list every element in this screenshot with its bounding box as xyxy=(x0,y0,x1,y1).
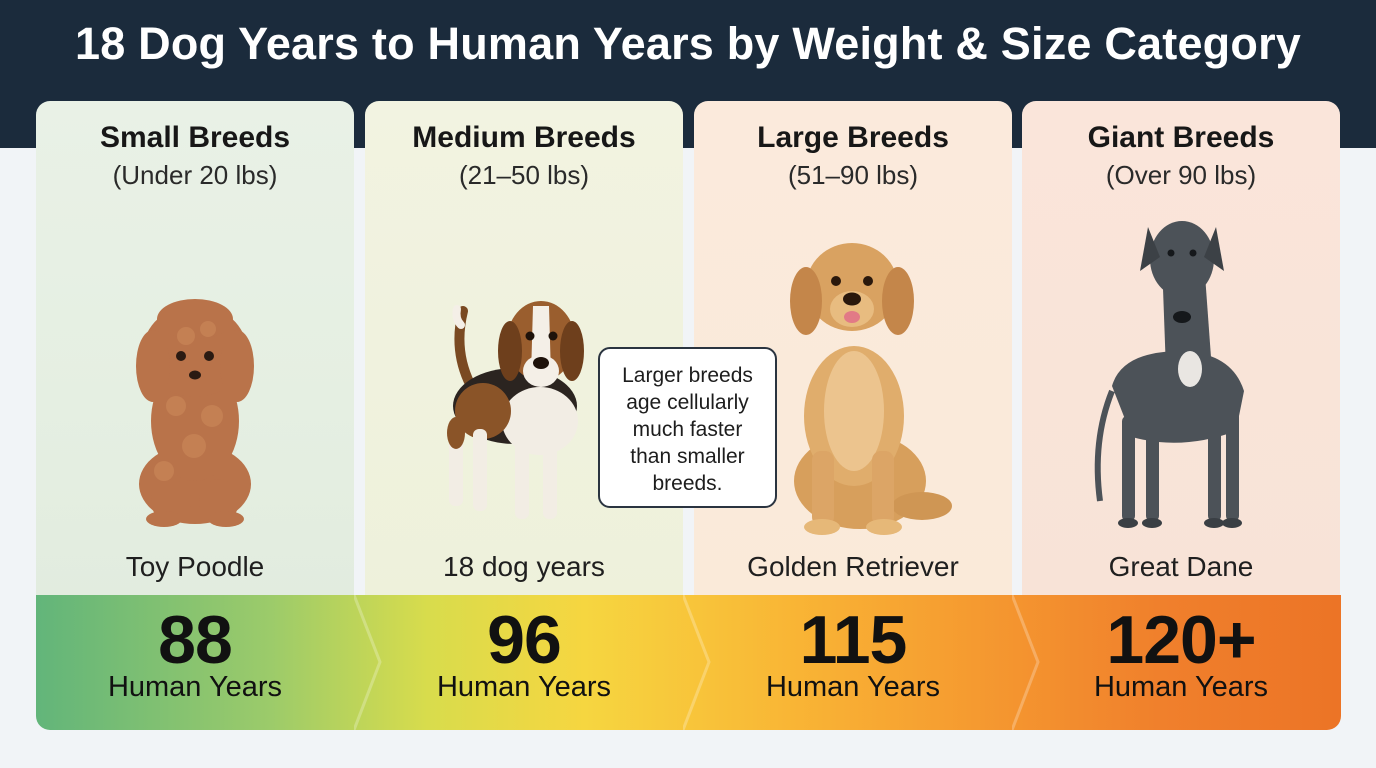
human-years-value: 120+ xyxy=(1106,602,1256,678)
card-weight-range: (Over 90 lbs) xyxy=(1105,160,1257,190)
chevron-right-icon xyxy=(354,595,382,730)
card-weight-range: (21–50 lbs) xyxy=(458,160,590,190)
card-breed-caption: Golden Retriever xyxy=(747,551,959,582)
card-breed-caption: Toy Poodle xyxy=(125,551,265,582)
callout-line: age cellularly xyxy=(626,391,749,414)
beagle-icon xyxy=(447,301,584,519)
callout-line: Larger breeds xyxy=(622,364,753,387)
human-years-value: 88 xyxy=(158,602,233,678)
card-heading: Giant Breeds xyxy=(1087,121,1275,154)
golden-retriever-icon xyxy=(790,243,952,535)
callout-line: than smaller xyxy=(630,445,745,468)
human-years-label: Human Years xyxy=(107,671,283,703)
human-years-label: Human Years xyxy=(1093,671,1269,703)
card-small-breeds: Small Breeds (Under 20 lbs) Toy Poodle xyxy=(36,101,354,606)
page-title: 18 Dog Years to Human Years by Weight & … xyxy=(74,18,1302,69)
card-breed-caption: 18 dog years xyxy=(443,551,605,582)
age-cell-medium: 96 Human Years xyxy=(365,595,683,730)
chevron-right-icon xyxy=(683,595,711,730)
card-heading: Large Breeds xyxy=(757,121,949,154)
card-heading: Medium Breeds xyxy=(412,121,636,154)
callout-line: much faster xyxy=(632,418,743,441)
age-cell-small: 88 Human Years xyxy=(36,595,354,730)
age-cell-large: 115 Human Years xyxy=(694,595,1012,730)
card-large-breeds: Large Breeds (51–90 lbs) Golden Retrieve… xyxy=(694,101,1012,606)
human-years-value: 115 xyxy=(799,602,908,678)
card-breed-caption: Great Dane xyxy=(1108,551,1254,582)
callout-box: Larger breeds age cellularly much faster… xyxy=(598,347,777,508)
card-weight-range: (51–90 lbs) xyxy=(787,160,919,190)
toy-poodle-icon xyxy=(136,299,254,527)
human-years-band: 88 Human Years 96 Human Years 115 Human … xyxy=(36,595,1341,730)
human-years-label: Human Years xyxy=(765,671,941,703)
callout-line: breeds. xyxy=(652,472,723,495)
card-weight-range: (Under 20 lbs) xyxy=(112,160,278,190)
great-dane-icon xyxy=(1094,221,1244,528)
card-heading: Small Breeds xyxy=(99,121,291,154)
age-cell-giant: 120+ Human Years xyxy=(1022,595,1340,730)
human-years-label: Human Years xyxy=(436,671,612,703)
card-giant-breeds: Giant Breeds (Over 90 lbs) Great Dane xyxy=(1022,101,1340,606)
chevron-right-icon xyxy=(1012,595,1040,730)
human-years-value: 96 xyxy=(487,602,562,678)
